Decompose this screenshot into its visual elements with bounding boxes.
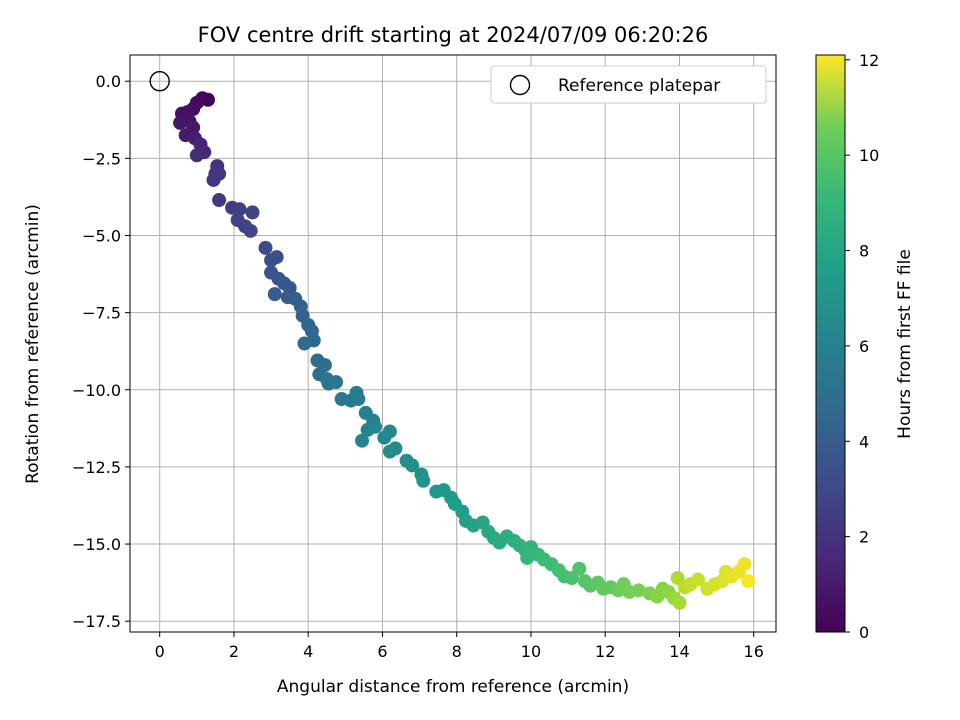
data-point [572, 561, 587, 576]
colorbar-tick-label: 0 [859, 623, 869, 642]
x-tick-label: 6 [377, 642, 387, 661]
y-tick-label: −7.5 [82, 304, 121, 323]
colorbar: 0 2 4 6 8 10 12 Hours from first FF file [815, 51, 915, 642]
data-point [672, 595, 687, 610]
data-point [267, 287, 282, 302]
data-point [382, 444, 397, 459]
x-tick-label: 4 [303, 642, 313, 661]
legend-box [490, 65, 767, 104]
colorbar-tick-label: 8 [859, 242, 869, 261]
data-point [520, 550, 535, 565]
y-tick-label: 0.0 [96, 72, 121, 91]
y-tick-label: −10.0 [72, 381, 121, 400]
data-point [741, 574, 756, 589]
legend-label: Reference platepar [558, 76, 720, 96]
data-point [737, 557, 752, 572]
chart-title: FOV centre drift starting at 2024/07/09 … [198, 23, 709, 47]
grid [130, 55, 776, 632]
data-point [355, 433, 370, 448]
y-tick-label: −2.5 [82, 149, 121, 168]
x-axis-title: Angular distance from reference (arcmin) [277, 677, 629, 697]
data-point [245, 205, 260, 220]
colorbar-gradient [815, 54, 846, 633]
data-point [212, 166, 227, 181]
x-tick-label: 16 [744, 642, 764, 661]
colorbar-ticks: 0 2 4 6 8 10 12 [845, 51, 879, 642]
data-point [297, 336, 312, 351]
data-point [368, 419, 383, 434]
colorbar-label: Hours from first FF file [895, 249, 915, 439]
x-tick-label: 2 [229, 642, 239, 661]
axis-ticks: 0 2 4 6 8 10 12 14 16 0.0 −2.5 −5.0 −7.5 −10.0 −12.5 −1… [72, 72, 764, 661]
reference-point-marker [149, 71, 170, 92]
legend: Reference platepar [490, 65, 767, 104]
y-axis-title: Rotation from reference (arcmin) [23, 204, 43, 484]
colorbar-tick-label: 4 [859, 432, 869, 451]
data-point [212, 193, 227, 208]
data-point [173, 115, 188, 130]
legend-marker-icon [509, 74, 531, 96]
y-tick-label: −15.0 [72, 535, 121, 554]
data-point [269, 250, 284, 265]
y-tick-label: −17.5 [72, 612, 121, 631]
colorbar-tick-label: 6 [859, 337, 869, 356]
colorbar-tick-label: 12 [859, 51, 879, 70]
data-points [149, 71, 756, 610]
plot-frame [129, 54, 777, 633]
data-point [631, 583, 646, 598]
data-point [258, 240, 273, 255]
x-tick-label: 14 [669, 642, 689, 661]
colorbar-tick-label: 10 [859, 146, 879, 165]
colorbar-tick-label: 2 [859, 528, 869, 547]
data-point [405, 458, 420, 473]
data-point [189, 148, 204, 163]
data-point [232, 202, 247, 217]
data-point [349, 385, 364, 400]
x-tick-label: 0 [155, 642, 165, 661]
x-tick-label: 10 [521, 642, 541, 661]
y-tick-label: −12.5 [72, 458, 121, 477]
data-point [382, 424, 397, 439]
y-tick-label: −5.0 [82, 227, 121, 246]
data-point [691, 572, 706, 587]
x-tick-label: 8 [452, 642, 462, 661]
x-tick-label: 12 [595, 642, 615, 661]
data-point [416, 473, 431, 488]
data-point [243, 223, 258, 238]
data-point [329, 375, 344, 390]
